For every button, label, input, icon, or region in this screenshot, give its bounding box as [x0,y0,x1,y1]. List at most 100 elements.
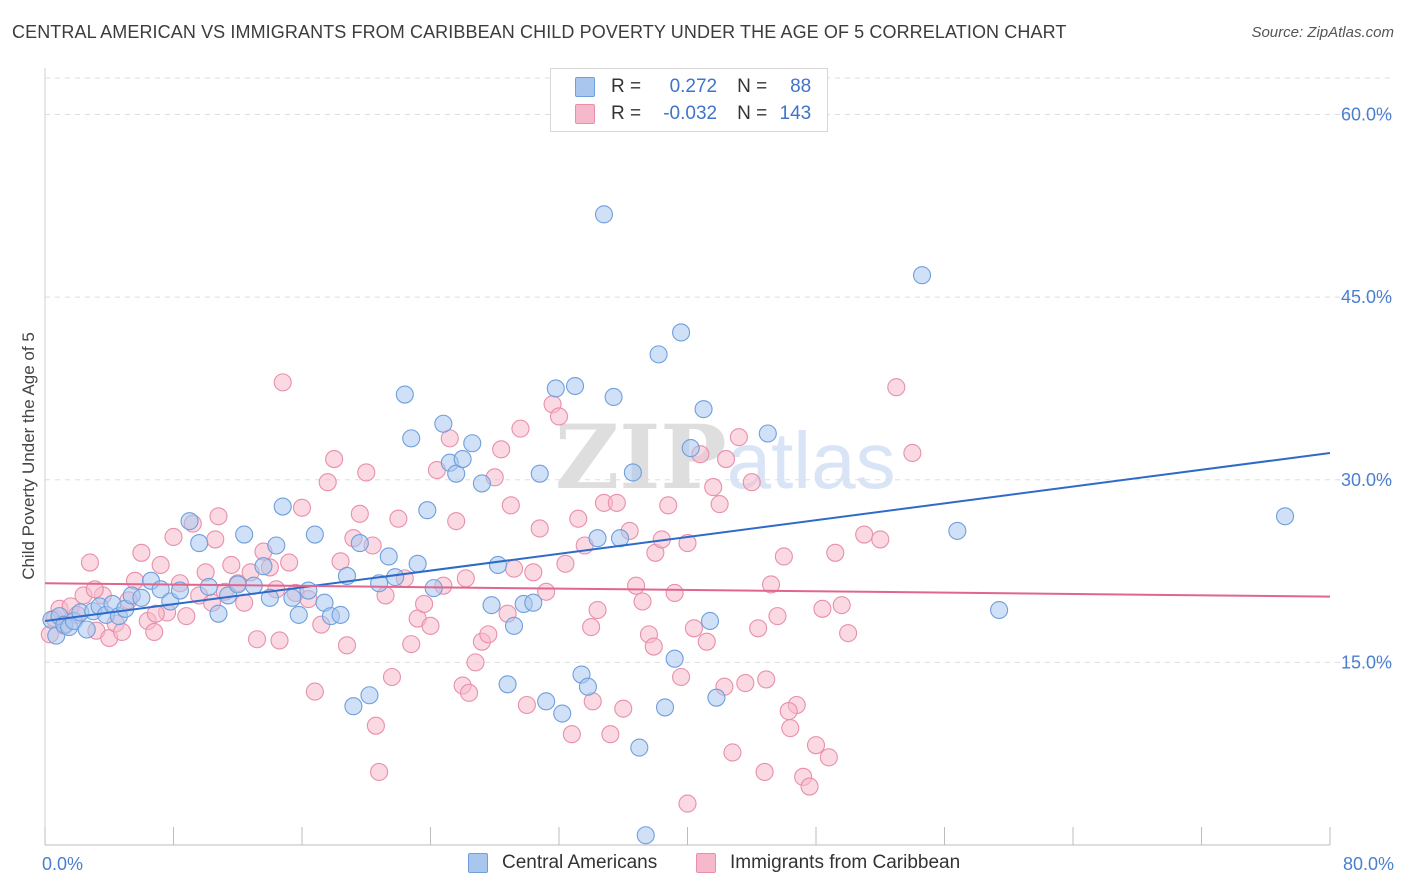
legend-swatch-pink [696,853,716,873]
central-american-point [604,387,623,407]
caribbean-point [855,525,874,544]
central-american-point [395,385,414,404]
central-american-point [408,554,427,573]
central-american-point [537,692,556,711]
legend-label-central-americans: Central Americans [502,852,658,873]
central-american-point [636,826,655,845]
caribbean-point [806,736,826,755]
caribbean-point [761,575,781,594]
caribbean-point [633,592,652,611]
y-tick-label: 15.0% [1341,652,1392,672]
central-american-point [553,704,572,723]
y-tick-label: 45.0% [1341,287,1392,307]
caribbean-point [235,593,254,612]
legend-row-central-americans: R = 0.272 N = 88 [575,74,811,100]
caribbean-point [280,553,299,572]
central-american-point [948,521,967,540]
central-american-point [190,534,209,553]
central-american-point [463,434,482,453]
caribbean-point [779,702,798,721]
caribbean-point [145,622,164,641]
legend-item-caribbean: Immigrants from Caribbean [696,852,960,874]
central-american-point [655,698,675,717]
caribbean-point [466,653,485,672]
caribbean-point [132,543,151,562]
caribbean-point [247,630,267,649]
caribbean-point [800,777,819,796]
caribbean-point [871,530,890,549]
caribbean-point [678,534,697,553]
y-axis-label: Child Poverty Under the Age of 5 [19,332,38,580]
caribbean-point [768,607,787,626]
caribbean-point [530,519,549,538]
series-legend: Central Americans Immigrants from Caribb… [0,852,1406,878]
caribbean-point [588,600,607,620]
central-american-point [524,593,543,612]
caribbean-point [151,555,170,575]
central-american-point [530,464,549,483]
legend-n-label: N = [737,103,768,124]
legend-r-label: R = [611,103,642,124]
central-american-point [665,649,684,668]
trend-lines [44,451,1331,622]
caribbean-point [447,512,466,531]
caribbean-point [813,599,832,618]
central-american-point [488,555,508,575]
central-american-point [209,604,228,623]
central-american-point [578,677,597,696]
central-american-point [235,525,254,544]
central-american-point [199,577,218,596]
central-american-trend-line [44,451,1331,622]
central-american-point [630,738,649,757]
caribbean-point [325,450,344,469]
caribbean-point [742,473,761,492]
caribbean-point [704,478,723,497]
caribbean-point [209,507,228,526]
caribbean-point [389,509,408,528]
central-american-point [289,605,308,624]
legend-r-value: 0.272 [669,76,718,97]
central-american-point [331,605,350,624]
central-american-point [453,450,472,469]
central-american-point [386,568,405,587]
caribbean-point [659,496,678,515]
central-american-point [273,497,292,516]
caribbean-point [517,695,536,715]
central-american-point [546,379,565,398]
central-american-point [681,439,700,458]
legend-r-value: -0.032 [663,103,718,124]
caribbean-point [357,463,376,482]
caribbean-point [504,559,524,578]
legend-swatch-pink [575,104,595,124]
caribbean-point [774,547,793,566]
caribbean-point [601,725,620,744]
central-american-point [170,581,189,600]
central-american-point [707,688,726,707]
central-american-point [482,596,501,615]
caribbean-point [665,583,684,603]
caribbean-point [757,670,776,689]
caribbean-point [736,674,755,693]
central-american-point [283,588,302,607]
central-american-point [77,620,96,639]
caribbean-point [607,493,626,512]
watermark: ZIPatlas [555,405,896,509]
caribbean-point [366,716,385,735]
x-tick-label: 80.0% [1343,854,1394,874]
caribbean-points [40,373,922,813]
caribbean-point [644,637,663,656]
central-american-point [566,376,585,396]
caribbean-point [85,580,104,599]
central-american-point [434,414,453,433]
central-american-point [588,529,607,548]
central-american-point [672,323,691,342]
caribbean-point [887,378,906,397]
central-american-point [990,600,1009,620]
central-american-point [700,611,720,631]
central-american-point [402,429,421,448]
caribbean-point [697,632,716,651]
caribbean-point [781,719,800,738]
caribbean-point [270,631,289,650]
caribbean-point [146,604,165,623]
